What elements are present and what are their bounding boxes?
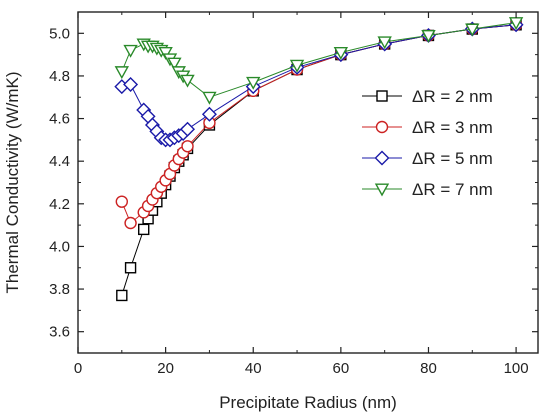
y-tick-label: 4.2 [49, 196, 70, 213]
data-point [114, 66, 129, 80]
legend-item: ΔR = 2 nm [362, 87, 493, 106]
data-point [377, 36, 392, 50]
data-point [465, 23, 480, 37]
legend-item: ΔR = 5 nm [362, 149, 493, 168]
legend-label: ΔR = 2 nm [412, 87, 493, 106]
x-tick-label: 80 [420, 360, 437, 377]
data-point [124, 262, 137, 274]
series-layer [114, 17, 524, 302]
legend: ΔR = 2 nm ΔR = 3 nm ΔR = 5 nm ΔR = 7 nm [362, 87, 493, 199]
legend-label: ΔR = 5 nm [412, 149, 493, 168]
data-point [333, 46, 349, 60]
data-point [180, 74, 195, 88]
data-point [124, 216, 137, 230]
data-point [180, 121, 196, 137]
data-point [201, 106, 217, 122]
data-point [158, 46, 173, 60]
x-axis-label: Precipitate Radius (nm) [219, 393, 397, 412]
x-tick-label: 20 [157, 360, 174, 377]
x-tick-label: 40 [245, 360, 262, 377]
data-point [167, 57, 182, 71]
data-point [289, 59, 305, 73]
legend-marker [374, 183, 390, 197]
ticks-layer: 0 20 40 60 80 100 3.6 3.8 4.0 4.2 4.4 4.6 4.8 5.0 [49, 12, 538, 377]
legend-item: ΔR = 7 nm [362, 180, 493, 199]
data-point [123, 44, 138, 58]
y-tick-label: 4.0 [49, 238, 70, 255]
legend-marker [376, 90, 388, 102]
y-tick-label: 4.8 [49, 68, 70, 85]
data-point [123, 76, 139, 92]
series-4 [114, 17, 524, 105]
y-tick-label: 5.0 [49, 25, 70, 42]
legend-item: ΔR = 3 nm [362, 118, 493, 137]
x-tick-label: 100 [504, 360, 529, 377]
data-point [181, 140, 194, 153]
data-point [421, 29, 436, 43]
y-tick-label: 3.8 [49, 281, 70, 298]
data-point [246, 76, 261, 90]
legend-marker [374, 150, 390, 166]
y-tick-label: 3.6 [49, 324, 70, 341]
data-point [202, 91, 217, 105]
y-tick-label: 4.4 [49, 153, 70, 170]
x-tick-label: 0 [74, 360, 82, 377]
data-point [115, 195, 129, 208]
y-tick-label: 4.6 [49, 111, 70, 128]
legend-marker [375, 120, 389, 134]
x-tick-label: 60 [333, 360, 350, 377]
legend-label: ΔR = 7 nm [412, 180, 493, 199]
data-point [138, 223, 150, 236]
y-axis-label: Thermal Conductivity (W/mK) [3, 72, 22, 294]
data-point [116, 289, 128, 302]
legend-label: ΔR = 3 nm [412, 118, 493, 137]
